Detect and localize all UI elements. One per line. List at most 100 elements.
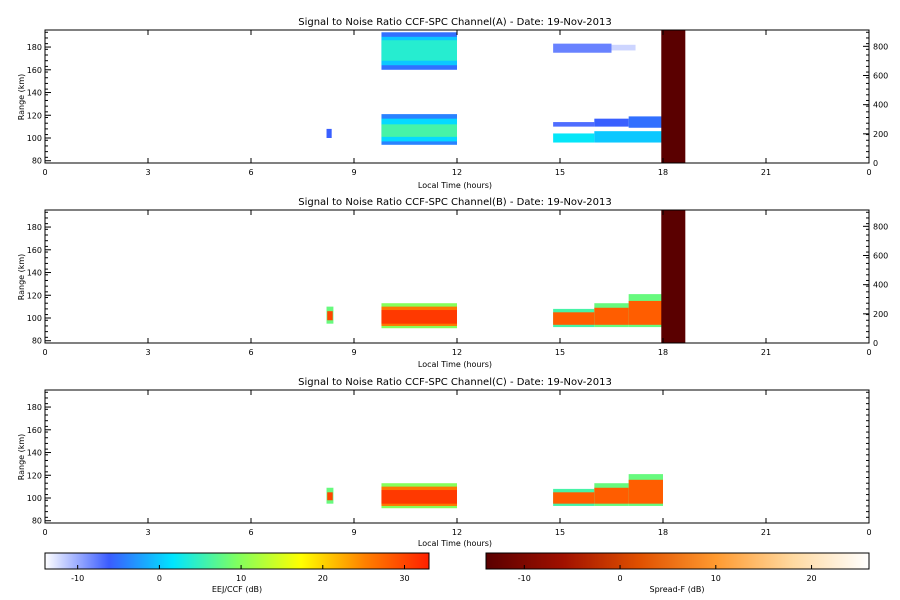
colorbar-tick-label: -10 — [71, 574, 84, 583]
colorbar-tick-label: 20 — [318, 574, 328, 583]
panel-b-xlabel: Local Time (hours) — [418, 360, 492, 369]
y-tick-label: 140 — [27, 269, 42, 278]
y-tick-label: 180 — [27, 403, 42, 412]
y-tick-label: 160 — [27, 66, 42, 75]
y-tick-label: 160 — [27, 426, 42, 435]
y-tick-label: 100 — [27, 134, 42, 143]
snr-block — [553, 492, 595, 504]
colorbar-spread-f-gradient — [486, 553, 869, 569]
x-tick-label: 0 — [866, 348, 871, 357]
x-tick-label: 18 — [658, 348, 668, 357]
y2-tick-label: 600 — [873, 72, 888, 81]
x-tick-label: 6 — [248, 348, 253, 357]
panel-c-y-ticks: 80 100 120 140 160 180 — [27, 391, 869, 526]
snr-block — [594, 307, 629, 325]
y-tick-label: 120 — [27, 471, 42, 480]
snr-block — [611, 44, 636, 51]
x-tick-label: 15 — [555, 528, 565, 537]
colorbar-tick-label: 0 — [618, 574, 623, 583]
panel-channel-a: Signal to Noise Ratio CCF-SPC Channel(A)… — [17, 17, 888, 190]
colorbar-eej-label: EEJ/CCF (dB) — [212, 585, 262, 594]
y-tick-label: 120 — [27, 291, 42, 300]
panel-b-y-ticks: 80 100 120 140 160 180 — [27, 211, 869, 346]
x-tick-label: 18 — [658, 528, 668, 537]
colorbar-tick-label: -10 — [518, 574, 531, 583]
x-tick-label: 3 — [145, 528, 150, 537]
y2-tick-label: 800 — [873, 222, 888, 231]
panel-a-ylabel: Range (km) — [17, 74, 26, 121]
snr-block — [327, 492, 333, 501]
snr-block — [381, 310, 457, 324]
snr-block — [381, 124, 457, 137]
y2-tick-label: 400 — [873, 101, 888, 110]
y-tick-label: 80 — [32, 157, 42, 166]
snr-block — [381, 490, 457, 504]
x-tick-label: 0 — [866, 168, 871, 177]
panel-a-xlabel: Local Time (hours) — [418, 181, 492, 190]
panel-c-x-ticks: 0 3 6 9 12 15 18 21 0 — [42, 390, 872, 537]
snr-block — [628, 116, 663, 128]
panel-c-xlabel: Local Time (hours) — [418, 539, 492, 548]
x-tick-label: 6 — [248, 168, 253, 177]
x-tick-label: 21 — [761, 528, 771, 537]
x-tick-label: 12 — [452, 168, 462, 177]
x-tick-label: 9 — [351, 348, 356, 357]
x-tick-label: 3 — [145, 348, 150, 357]
spread-f-block — [661, 210, 686, 343]
y-tick-label: 140 — [27, 89, 42, 98]
x-tick-label: 6 — [248, 528, 253, 537]
panel-c-ylabel: Range (km) — [17, 434, 26, 481]
snr-block — [594, 131, 663, 143]
y2-tick-label: 200 — [873, 310, 888, 319]
colorbar-eej: -10 0 10 20 30 EEJ/CCF (dB) — [44, 552, 430, 594]
x-tick-label: 9 — [351, 528, 356, 537]
snr-block — [553, 43, 612, 53]
snr-block — [326, 128, 332, 138]
x-tick-label: 12 — [452, 348, 462, 357]
panel-c-title: Signal to Noise Ratio CCF-SPC Channel(C)… — [298, 377, 612, 388]
x-tick-label: 3 — [145, 168, 150, 177]
y2-tick-label: 400 — [873, 281, 888, 290]
panel-b-marks — [326, 210, 686, 343]
panel-channel-b: Signal to Noise Ratio CCF-SPC Channel(B)… — [17, 197, 888, 369]
y2-tick-label: 800 — [873, 42, 888, 51]
y-tick-label: 120 — [27, 111, 42, 120]
snr-block — [553, 133, 595, 143]
x-tick-label: 21 — [761, 348, 771, 357]
panel-b-y2-ticks: 0 200 400 600 800 — [863, 222, 888, 348]
snr-block — [594, 487, 629, 504]
snr-block — [553, 122, 595, 127]
colorbar-tick-label: 20 — [806, 574, 816, 583]
snr-block — [628, 300, 663, 325]
x-tick-label: 15 — [555, 168, 565, 177]
x-tick-label: 0 — [42, 348, 47, 357]
snr-block — [381, 40, 457, 61]
colorbar-eej-ticks: -10 0 10 20 30 — [71, 565, 410, 583]
y-tick-label: 180 — [27, 43, 42, 52]
x-tick-label: 15 — [555, 348, 565, 357]
colorbar-spread-f: -10 0 10 20 Spread-F (dB) — [485, 552, 870, 594]
x-tick-label: 0 — [42, 528, 47, 537]
x-tick-label: 12 — [452, 528, 462, 537]
panel-b-title: Signal to Noise Ratio CCF-SPC Channel(B)… — [298, 197, 612, 208]
colorbar-tick-label: 10 — [711, 574, 721, 583]
colorbar-spread-f-label: Spread-F (dB) — [649, 585, 704, 594]
colorbar-eej-frame — [44, 552, 430, 570]
x-tick-label: 0 — [42, 168, 47, 177]
y-tick-label: 80 — [32, 337, 42, 346]
x-tick-label: 18 — [658, 168, 668, 177]
y2-tick-label: 200 — [873, 130, 888, 139]
panel-c-marks — [326, 474, 663, 509]
y-tick-label: 100 — [27, 494, 42, 503]
snr-block — [594, 118, 629, 127]
x-tick-label: 0 — [866, 528, 871, 537]
colorbar-eej-gradient — [45, 553, 429, 569]
snr-block — [327, 311, 333, 321]
colorbar-tick-label: 10 — [236, 574, 246, 583]
panel-a-title: Signal to Noise Ratio CCF-SPC Channel(A)… — [298, 17, 612, 28]
spread-f-block — [661, 30, 686, 163]
panel-a-y-ticks: 80 100 120 140 160 180 — [27, 31, 869, 166]
panel-a-y2-ticks: 0 200 400 600 800 — [863, 42, 888, 168]
colorbar-tick-label: 30 — [399, 574, 409, 583]
